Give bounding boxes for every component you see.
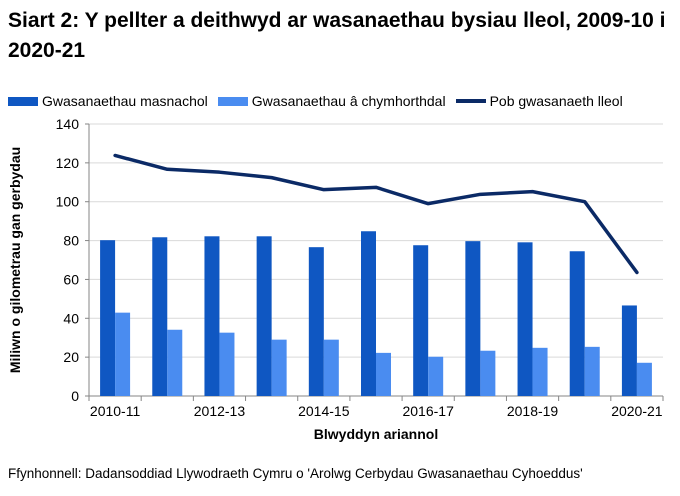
bar-2015-16-commercial [361,231,376,396]
x-tick-label: 2010-11 [90,403,141,419]
y-tick-label: 80 [63,233,79,249]
bar-2017-18-subsidised [480,350,496,396]
x-tick-label: 2020-21 [611,403,663,419]
bar-2010-11-commercial [100,240,116,396]
legend-swatch [8,96,38,106]
bar-2010-11-subsidised [115,312,131,396]
bar-2020-21-subsidised [636,362,652,396]
y-tick-label: 20 [63,349,79,365]
x-tick-label: 2016-17 [402,403,454,419]
legend: Gwasanaethau masnachol Gwasanaethau â ch… [8,93,623,109]
legend-item-all: Pob gwasanaeth lleol [455,93,623,109]
bar-2018-19-subsidised [532,347,548,396]
bar-2013-14-subsidised [271,339,287,396]
bar-2018-19-commercial [517,242,533,396]
y-tick-label: 40 [63,310,79,326]
source-note: Ffynhonnell: Dadansoddiad Llywodraeth Cy… [8,466,583,481]
bar-2016-17-subsidised [428,356,444,396]
x-axis-label: Blwyddyn ariannol [314,426,438,442]
bar-2012-13-commercial [204,236,220,396]
x-tick-label: 2012-13 [194,403,246,419]
y-tick-label: 120 [56,155,80,171]
legend-label: Pob gwasanaeth lleol [489,93,623,109]
bar-2020-21-commercial [621,305,637,396]
x-tick-label: 2014-15 [298,403,350,419]
legend-label: Gwasanaethau â chymhorthdal [251,93,446,109]
bar-2017-18-commercial [465,241,481,396]
bar-2011-12-commercial [152,237,168,396]
legend-item-commercial: Gwasanaethau masnachol [8,93,208,109]
legend-swatch [455,99,486,103]
legend-item-subsidised: Gwasanaethau â chymhorthdal [217,93,446,109]
bar-2011-12-subsidised [167,329,183,396]
x-tick-label: 2018-19 [507,403,559,419]
legend-label: Gwasanaethau masnachol [42,93,208,109]
bar-2012-13-subsidised [219,332,235,396]
bar-2016-17-commercial [413,245,429,396]
bar-2014-15-commercial [308,247,324,396]
legend-swatch [217,96,248,106]
bar-2014-15-subsidised [323,339,339,396]
y-tick-label: 60 [63,271,79,287]
line-all-services [113,153,639,275]
y-tick-label: 140 [56,116,80,132]
y-tick-label: 0 [71,388,79,404]
chart-title: Siart 2: Y pellter a deithwyd ar wasanae… [8,9,666,62]
bar-2019-20-commercial [569,251,585,396]
bar-2013-14-commercial [256,236,272,396]
bar-2015-16-subsidised [376,352,391,396]
y-tick-label: 100 [56,194,80,210]
y-axis-label: Miliwn o gilometrau gan gerbydau [7,147,23,373]
bar-2019-20-subsidised [584,346,600,396]
